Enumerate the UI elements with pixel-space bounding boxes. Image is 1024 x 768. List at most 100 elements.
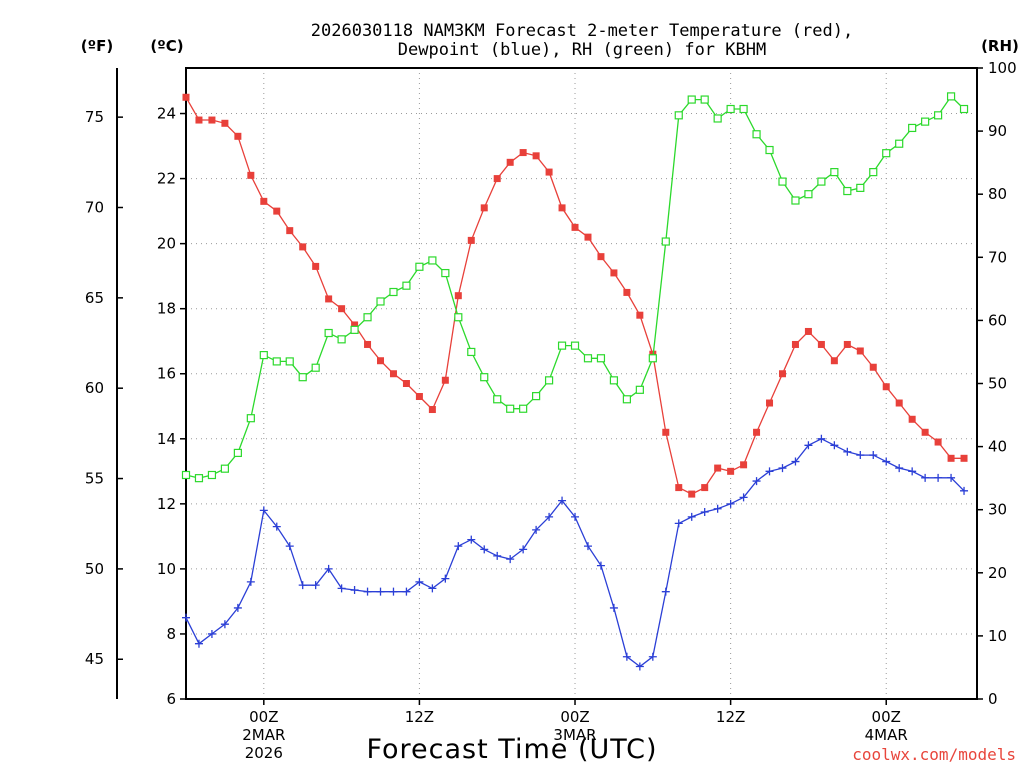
rh-point (389, 287, 398, 297)
2-meter-temperature-point (467, 236, 475, 244)
rh-point (661, 237, 670, 246)
2-meter-temperature-point (182, 93, 190, 101)
fahrenheit-tick-label: 55 (85, 470, 104, 488)
rh-point (648, 354, 657, 363)
dewpoint-point (895, 464, 904, 473)
chart-title-line1: 2026030118 NAM3KM Forecast 2-meter Tempe… (311, 21, 853, 41)
dewpoint-point (454, 542, 463, 551)
rh-point (194, 474, 204, 483)
rh-point (532, 392, 541, 401)
2-meter-temperature-point (221, 119, 229, 127)
dewpoint-point (713, 504, 722, 513)
x-tick-date: 4MAR (865, 726, 908, 744)
dewpoint-point (934, 473, 943, 482)
rh-point (713, 114, 722, 123)
dewpoint-point (532, 525, 541, 534)
dewpoint-point (545, 512, 554, 521)
rh-unit-label: (RH) (981, 37, 1019, 55)
2-meter-temperature-point (364, 340, 372, 348)
2-meter-temperature-point (817, 340, 825, 348)
dewpoint-point (441, 574, 450, 583)
dewpoint-point (519, 545, 528, 554)
rh-point (687, 95, 696, 104)
x-tick-date: 2MAR (242, 726, 285, 744)
chart-title-line2: Dewpoint (blue), RH (green) for KBHM (398, 40, 766, 60)
rh-point (882, 149, 891, 158)
rh-point (181, 470, 191, 480)
rh-point (778, 177, 787, 186)
rh-point (739, 104, 748, 114)
rh-point (583, 354, 593, 363)
celsius-unit-label: (ºC) (150, 37, 183, 55)
dewpoint-point (908, 467, 917, 476)
dewpoint-point (882, 457, 891, 466)
rh-point (376, 297, 385, 306)
dewpoint-point (376, 587, 385, 596)
rh-point (350, 325, 359, 334)
2-meter-temperature-point (558, 204, 566, 212)
celsius-tick-label: 18 (157, 300, 176, 318)
2-meter-temperature-point (234, 132, 242, 140)
rh-point (635, 385, 644, 394)
rh-point (895, 139, 904, 148)
dewpoint-point (648, 652, 657, 661)
dewpoint-point (337, 584, 346, 593)
rh-tick-label: 50 (988, 375, 1007, 393)
fahrenheit-tick-label: 75 (85, 108, 104, 126)
2-meter-temperature-point (882, 383, 890, 391)
dewpoint-point (856, 451, 865, 460)
2-meter-temperature-point (623, 288, 631, 296)
2-meter-temperature-point (960, 454, 968, 462)
2-meter-temperature-point (389, 370, 397, 378)
dewpoint-point (350, 586, 359, 595)
2-meter-temperature-point (753, 428, 761, 436)
dewpoint-point (947, 473, 956, 482)
2-meter-temperature-point (740, 461, 748, 469)
fahrenheit-unit-label: (ºF) (81, 37, 113, 55)
dewpoint-point (571, 512, 580, 521)
celsius-tick-label: 16 (157, 365, 176, 383)
rh-point (908, 123, 917, 133)
rh-point (454, 313, 463, 322)
dewpoint-point (194, 639, 203, 648)
dewpoint-point (363, 587, 372, 596)
2-meter-temperature-point (869, 363, 877, 371)
dewpoint-point (843, 447, 852, 456)
2-meter-temperature-point (610, 269, 618, 277)
x-tick-label: 00Z (560, 708, 589, 726)
dewpoint-point (869, 451, 878, 460)
celsius-tick-label: 6 (166, 690, 176, 708)
rh-point (570, 341, 580, 350)
2-meter-temperature-point (493, 175, 501, 183)
rh-point (726, 104, 735, 114)
rh-point (441, 268, 450, 278)
dewpoint-point (182, 613, 190, 622)
2-meter-temperature-point (247, 171, 255, 179)
dewpoint-point (389, 587, 398, 596)
2-meter-temperature-point (480, 204, 488, 212)
2-meter-temperature-point (377, 357, 385, 365)
rh-point (246, 414, 255, 423)
rh-tick-label: 40 (988, 438, 1007, 456)
dewpoint-point (272, 522, 281, 531)
rh-tick-label: 30 (988, 501, 1007, 519)
rh-point (622, 395, 631, 404)
2-meter-temperature-point (299, 243, 307, 251)
rh-tick-label: 80 (988, 185, 1007, 203)
2-meter-temperature-point (519, 149, 527, 157)
plot-frame (185, 67, 978, 700)
2-meter-temperature-point (843, 340, 851, 348)
dewpoint-point (259, 506, 268, 515)
dewpoint-point (921, 473, 930, 482)
rh-point (843, 186, 852, 196)
rh-point (946, 92, 956, 101)
2-meter-temperature-point (895, 399, 903, 407)
2-meter-temperature-point (532, 152, 540, 160)
rh-point (480, 373, 489, 382)
2-meter-temperature-point (856, 347, 864, 355)
dewpoint-point (480, 545, 489, 554)
rh-tick-label: 0 (988, 690, 998, 708)
2-meter-temperature-point (351, 321, 359, 329)
